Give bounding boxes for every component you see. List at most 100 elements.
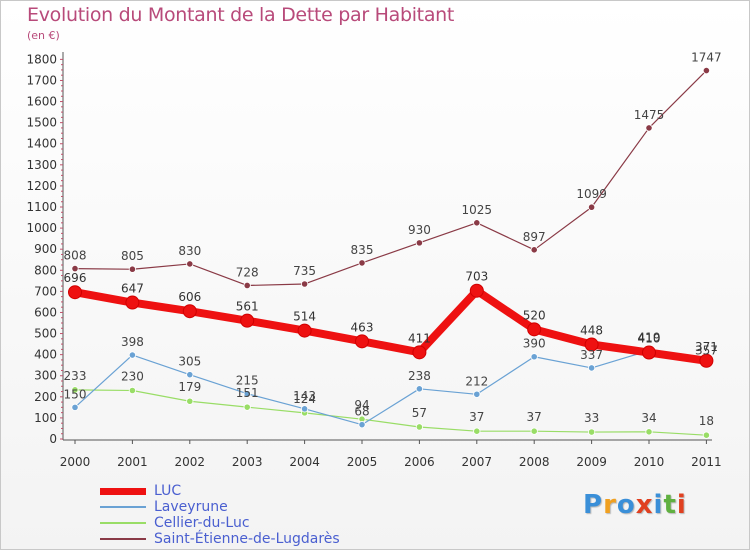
data-point-3: [300, 280, 309, 288]
data-point-1: [243, 390, 251, 398]
data-label-3: 805: [121, 249, 144, 263]
logo-letter: i: [653, 490, 664, 520]
logo-letter: r: [603, 490, 617, 520]
y-tick-label: 1300: [26, 158, 57, 172]
data-point-1: [71, 403, 79, 411]
x-tick-label: 2003: [232, 455, 263, 469]
chart-title: Evolution du Montant de la Dette par Hab…: [27, 4, 455, 26]
data-point-1: [415, 385, 423, 393]
data-label-3: 735: [293, 264, 316, 278]
data-label-2: 94: [354, 398, 369, 412]
x-tick-label: 2006: [404, 455, 435, 469]
legend-swatch-laveyrune: [100, 506, 146, 508]
data-point-3: [530, 246, 538, 254]
data-label-1: 419: [638, 331, 661, 345]
x-tick-label: 2005: [347, 455, 378, 469]
x-tick-label: 2009: [576, 455, 607, 469]
y-tick-label: 100: [34, 411, 57, 425]
data-point-3: [473, 219, 481, 227]
data-label-0: 606: [178, 290, 201, 304]
y-tick-label: 200: [34, 390, 57, 404]
y-tick-label: 0: [49, 432, 57, 446]
data-label-2: 57: [412, 406, 427, 420]
legend-label-laveyrune: Laveyrune: [154, 499, 228, 515]
data-label-3: 808: [64, 249, 87, 263]
y-tick-label: 700: [34, 284, 57, 298]
data-point-0: [527, 322, 542, 337]
data-label-1: 337: [580, 348, 603, 362]
y-tick-label: 1100: [26, 200, 57, 214]
legend-item-saint-etienne: Saint-Étienne-de-Lugdarès: [100, 531, 340, 547]
data-label-3: 830: [178, 244, 201, 258]
x-tick-label: 2001: [117, 455, 148, 469]
data-label-1: 68: [354, 405, 369, 419]
data-point-0: [182, 304, 197, 319]
y-tick-label: 300: [34, 369, 57, 383]
data-point-2: [587, 428, 596, 436]
x-tick-label: 2004: [289, 455, 320, 469]
data-label-0: 448: [580, 324, 603, 338]
data-label-3: 897: [523, 230, 546, 244]
data-label-2: 33: [584, 411, 599, 425]
data-point-3: [645, 124, 653, 132]
logo-letter: t: [663, 490, 677, 520]
data-label-3: 1747: [691, 51, 722, 65]
data-point-3: [587, 203, 596, 211]
x-tick-label: 2011: [691, 455, 722, 469]
data-point-0: [297, 323, 312, 338]
data-label-2: 151: [236, 386, 259, 400]
data-point-0: [642, 345, 656, 360]
data-point-0: [584, 337, 599, 352]
data-point-0: [68, 285, 82, 300]
data-label-3: 728: [236, 265, 259, 279]
legend-swatch-saint-etienne: [100, 538, 146, 540]
data-label-0: 520: [523, 308, 546, 322]
data-label-1: 143: [293, 389, 316, 403]
data-point-0: [469, 283, 484, 298]
data-label-0: 703: [465, 270, 488, 284]
data-label-2: 34: [641, 411, 656, 425]
data-label-1: 150: [64, 387, 87, 401]
data-point-3: [358, 259, 366, 267]
logo-letter: i: [676, 490, 687, 520]
data-label-3: 1025: [462, 203, 493, 217]
data-point-2: [645, 428, 653, 436]
data-label-2: 18: [699, 414, 714, 428]
chart-subtitle: (en €): [27, 29, 60, 42]
data-point-1: [530, 353, 538, 361]
data-point-1: [473, 390, 481, 398]
legend-item-luc: LUC: [100, 483, 181, 499]
data-label-2: 124: [293, 392, 316, 406]
data-point-3: [186, 260, 194, 268]
y-tick-label: 1400: [26, 137, 57, 151]
data-point-0: [699, 353, 714, 368]
proxiti-logo: Proxiti: [583, 490, 687, 520]
x-tick-label: 2008: [519, 455, 550, 469]
data-label-0: 371: [695, 340, 718, 354]
x-tick-label: 2002: [175, 455, 206, 469]
y-tick-label: 1000: [26, 221, 57, 235]
data-label-1: 305: [178, 355, 201, 369]
data-point-0: [125, 295, 140, 310]
data-point-2: [128, 386, 136, 395]
data-label-1: 238: [408, 369, 431, 383]
x-tick-label: 2010: [634, 455, 665, 469]
data-label-3: 1099: [576, 187, 607, 201]
series-line-0: [71, 286, 711, 365]
logo-letter: o: [616, 490, 636, 520]
data-label-1: 215: [236, 374, 259, 388]
series-line-2: [74, 389, 708, 436]
legend-item-laveyrune: Laveyrune: [100, 499, 228, 515]
series-line-3: [74, 69, 708, 287]
data-point-1: [128, 351, 136, 359]
y-tick-label: 600: [34, 305, 57, 319]
data-label-1: 357: [695, 344, 718, 358]
data-point-2: [415, 423, 423, 431]
data-point-0: [355, 334, 369, 349]
data-label-1: 212: [465, 374, 488, 388]
data-point-3: [71, 264, 79, 273]
data-label-2: 179: [178, 380, 201, 394]
y-tick-label: 1500: [26, 116, 57, 130]
x-tick-label: 2007: [462, 455, 493, 469]
